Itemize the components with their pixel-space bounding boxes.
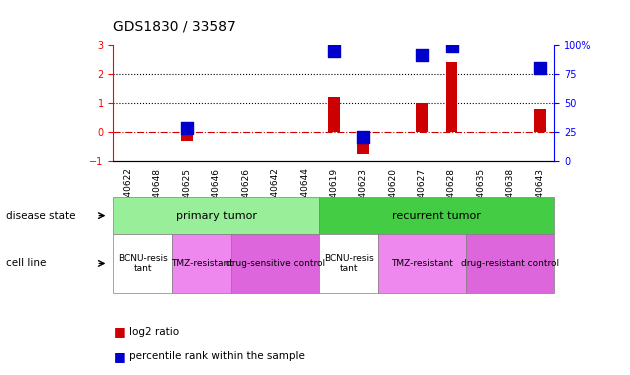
Text: cell line: cell line (6, 258, 47, 268)
Text: recurrent tumor: recurrent tumor (392, 211, 481, 220)
Text: BCNU-resis
tant: BCNU-resis tant (324, 254, 374, 273)
Text: TMZ-resistant: TMZ-resistant (171, 259, 232, 268)
Text: drug-sensitive control: drug-sensitive control (226, 259, 324, 268)
Text: log2 ratio: log2 ratio (129, 327, 180, 337)
Bar (445, 62, 457, 132)
Bar (534, 109, 546, 132)
Text: TMZ-resistant: TMZ-resistant (391, 259, 453, 268)
Text: disease state: disease state (6, 211, 76, 220)
Bar (181, 132, 193, 141)
Text: drug-resistant control: drug-resistant control (461, 259, 559, 268)
Text: percentile rank within the sample: percentile rank within the sample (129, 351, 305, 361)
Bar (357, 132, 369, 154)
Text: ■: ■ (113, 326, 125, 338)
Bar (328, 98, 340, 132)
Bar (416, 103, 428, 132)
Point (358, 134, 369, 140)
Text: primary tumor: primary tumor (176, 211, 257, 220)
Point (447, 44, 457, 50)
Point (182, 125, 192, 131)
Text: BCNU-resis
tant: BCNU-resis tant (118, 254, 168, 273)
Point (417, 52, 427, 58)
Point (535, 65, 545, 71)
Text: ■: ■ (113, 350, 125, 363)
Point (329, 48, 339, 54)
Text: GDS1830 / 33587: GDS1830 / 33587 (113, 20, 236, 34)
